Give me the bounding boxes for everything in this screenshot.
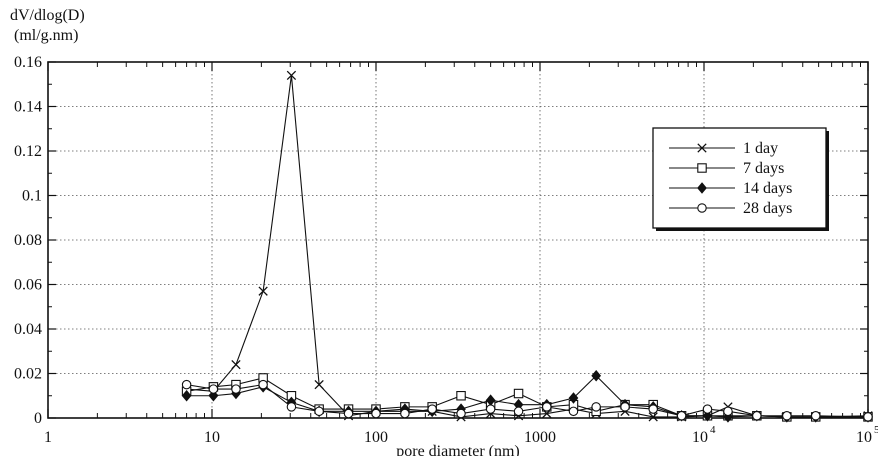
- axis-labels: 0 0.02 0.04 0.06 0.08 0.1 0.12 0.14 0.16 1 10 100 10…: [10, 7, 878, 456]
- legend-marker: [697, 182, 707, 194]
- x-axis-label: pore diameter (nm): [396, 443, 520, 456]
- data-point: [568, 406, 579, 417]
- y-axis-label: dV/dlog(D): [10, 7, 85, 24]
- x-tick-label: 100: [364, 429, 388, 446]
- x-tick-exponent: 5: [874, 424, 878, 436]
- x-tick-label: 1000: [524, 429, 556, 446]
- x-tick-label: 1: [44, 429, 52, 446]
- data-point: [456, 390, 466, 401]
- legend-label: 14 days: [743, 180, 792, 197]
- legend-box: [652, 127, 827, 229]
- x-tick-label: 10: [204, 429, 220, 446]
- legend-marker: [697, 143, 707, 153]
- data-point: [513, 388, 524, 399]
- series-7-days: [181, 373, 873, 422]
- data-point: [258, 379, 268, 390]
- data-point: [314, 406, 324, 417]
- data-point: [648, 404, 658, 414]
- legend-label: 7 days: [743, 160, 784, 177]
- data-point: [231, 384, 241, 394]
- y-tick-label: 0.12: [14, 143, 42, 160]
- y-tick-label: 0.1: [22, 188, 42, 205]
- data-point: [181, 379, 192, 390]
- y-tick-label: 0.06: [14, 277, 42, 294]
- x-tick-exponent: 4: [710, 424, 716, 436]
- data-point: [286, 402, 297, 412]
- series-line: [186, 75, 869, 418]
- data-point: [485, 404, 496, 414]
- x-tick-label: 10: [692, 429, 708, 446]
- data-point: [231, 359, 241, 370]
- data-point: [810, 411, 821, 421]
- data-point: [542, 402, 552, 412]
- x-tick-label: 10: [856, 429, 872, 446]
- y-tick-label: 0: [34, 410, 42, 427]
- legend-marker: [697, 163, 707, 173]
- y-axis-unit-label: (ml/g.nm): [14, 27, 78, 44]
- data-point: [752, 411, 762, 421]
- series-28-days: [181, 379, 873, 422]
- data-point: [314, 379, 324, 390]
- data-point: [286, 70, 297, 81]
- data-point: [591, 369, 602, 382]
- data-point: [676, 411, 687, 421]
- data-point: [343, 408, 354, 419]
- legend-label: 28 days: [743, 200, 792, 217]
- data-point: [513, 406, 524, 417]
- series-group: [181, 70, 873, 423]
- data-point: [782, 411, 792, 421]
- y-tick-label: 0.02: [14, 366, 42, 383]
- legend-marker: [697, 203, 707, 213]
- series-14-days: [181, 369, 873, 423]
- data-point: [620, 402, 630, 412]
- data-point: [591, 402, 601, 412]
- data-point: [456, 408, 466, 419]
- data-point: [427, 404, 437, 414]
- axis-ticks: [47, 61, 869, 419]
- data-point: [863, 412, 873, 422]
- data-point: [371, 408, 381, 419]
- y-tick-label: 0.16: [14, 54, 42, 71]
- y-tick-label: 0.14: [14, 99, 42, 116]
- data-point: [723, 406, 733, 417]
- data-point: [648, 412, 658, 422]
- data-point: [702, 404, 713, 414]
- data-point: [258, 286, 268, 296]
- y-tick-label: 0.08: [14, 232, 42, 249]
- grid: [48, 62, 868, 418]
- legend: 1 day 7 days 14 days 28 days: [652, 127, 829, 231]
- data-point: [568, 392, 579, 404]
- data-point: [208, 384, 219, 394]
- data-point: [181, 389, 192, 402]
- series-1-day: [181, 70, 873, 422]
- legend-label: 1 day: [743, 140, 778, 157]
- data-point: [400, 408, 410, 419]
- y-tick-label: 0.04: [14, 321, 42, 338]
